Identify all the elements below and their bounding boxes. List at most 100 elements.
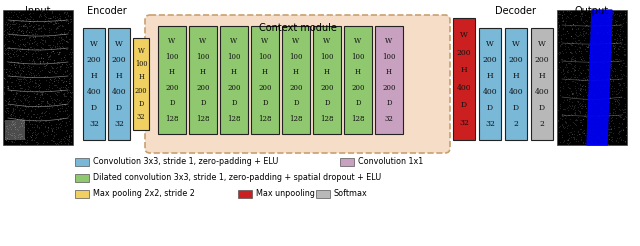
Point: [573, 46, 584, 49]
Point: [594, 100, 604, 104]
Point: [568, 132, 579, 136]
Point: [5, 22, 15, 26]
Point: [17, 54, 28, 58]
Point: [51, 26, 61, 30]
Point: [600, 69, 611, 73]
Point: [575, 111, 586, 115]
Point: [34, 120, 44, 124]
Text: H: H: [355, 68, 361, 76]
Point: [584, 122, 594, 125]
Point: [601, 98, 611, 102]
Point: [604, 91, 614, 94]
Point: [44, 30, 54, 34]
Point: [564, 99, 574, 103]
Point: [28, 91, 38, 95]
Point: [581, 30, 591, 34]
Point: [562, 126, 572, 130]
Point: [604, 76, 614, 80]
Point: [579, 29, 589, 33]
Point: [566, 106, 576, 110]
Point: [580, 71, 590, 75]
Point: [40, 40, 50, 44]
Point: [564, 86, 575, 90]
Point: [2, 51, 12, 55]
Point: [593, 40, 604, 44]
Point: [579, 76, 589, 80]
Point: [30, 80, 40, 84]
Point: [575, 40, 585, 44]
Point: [615, 40, 625, 44]
Point: [557, 42, 568, 46]
Text: 100: 100: [320, 53, 333, 61]
Point: [66, 127, 76, 131]
Text: 128: 128: [196, 115, 210, 123]
Point: [612, 32, 623, 36]
Point: [24, 66, 35, 70]
Point: [600, 137, 610, 141]
Point: [594, 113, 604, 117]
Point: [0, 28, 10, 32]
Point: [610, 102, 620, 106]
Point: [52, 111, 62, 115]
Point: [66, 55, 76, 59]
Point: [1, 103, 11, 107]
Point: [49, 59, 59, 62]
Point: [6, 122, 16, 126]
Point: [6, 112, 17, 116]
Point: [569, 95, 579, 99]
Point: [10, 94, 20, 98]
Point: [24, 72, 35, 76]
Point: [48, 49, 58, 53]
Point: [583, 45, 593, 49]
Point: [599, 31, 609, 35]
Point: [591, 17, 601, 21]
Point: [587, 13, 597, 17]
Point: [22, 128, 33, 132]
Point: [553, 108, 563, 112]
Point: [64, 119, 74, 123]
Point: [599, 85, 609, 89]
Point: [578, 32, 588, 36]
Point: [40, 109, 50, 113]
Point: [61, 86, 71, 90]
Point: [45, 53, 56, 57]
Point: [580, 77, 590, 81]
Point: [577, 54, 587, 58]
Point: [558, 84, 568, 88]
Text: H: H: [262, 68, 268, 76]
Point: [605, 42, 615, 46]
Point: [597, 19, 607, 23]
Point: [607, 12, 618, 15]
Point: [53, 90, 63, 94]
Point: [9, 50, 19, 54]
Point: [4, 69, 14, 73]
Point: [61, 83, 71, 87]
Point: [575, 17, 586, 21]
Point: [19, 15, 29, 19]
Point: [26, 73, 36, 77]
Point: [566, 34, 577, 38]
Point: [557, 60, 567, 64]
Point: [58, 37, 68, 41]
Point: [592, 63, 602, 67]
Point: [10, 65, 20, 69]
Text: D: D: [487, 104, 493, 112]
Point: [605, 35, 616, 39]
Point: [27, 105, 37, 108]
Point: [15, 49, 26, 53]
Point: [38, 59, 48, 63]
Point: [591, 121, 602, 124]
Point: [44, 111, 54, 115]
Point: [45, 20, 55, 24]
Point: [588, 41, 598, 45]
Point: [35, 13, 45, 17]
Point: [607, 115, 617, 119]
Point: [603, 92, 613, 96]
Point: [568, 66, 578, 70]
Point: [615, 68, 625, 72]
Point: [596, 105, 606, 109]
Point: [584, 134, 594, 138]
Point: [44, 102, 54, 106]
Point: [53, 137, 63, 141]
Point: [577, 58, 588, 62]
